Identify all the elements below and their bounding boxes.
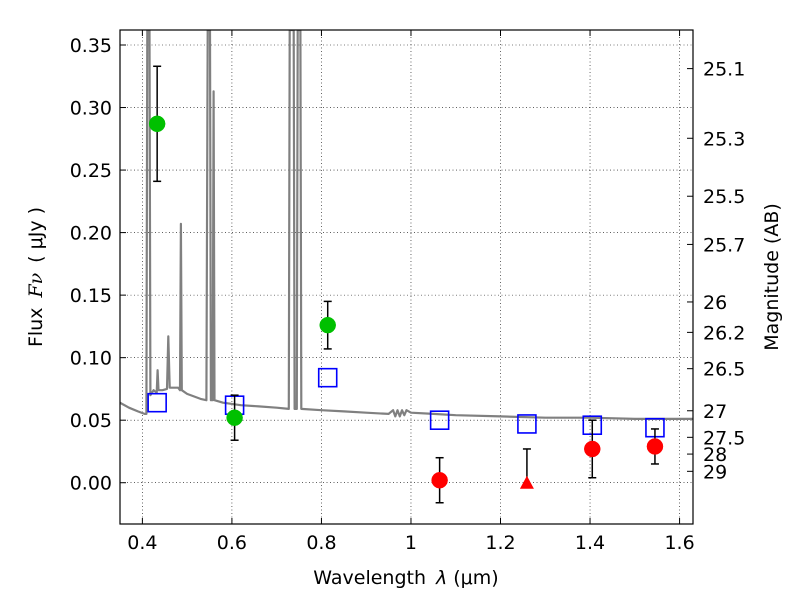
x-tick-label: 1 [405, 532, 417, 554]
spectrum-layer [120, 30, 693, 420]
x-axis-label-unit: (μm) [453, 567, 498, 589]
x-tick-label: 1.2 [485, 532, 515, 554]
magnitude-tick-label: 25.3 [703, 128, 745, 150]
magnitude-tick-label: 27 [703, 401, 727, 423]
data-circle-marker [584, 440, 601, 458]
magnitude-tick-label: 26 [703, 292, 727, 314]
magnitude-tick-label: 25.1 [703, 59, 745, 81]
data-circle-marker [431, 471, 448, 489]
x-tick-label: 0.6 [217, 532, 247, 554]
y-axis-label-text: Flux [25, 308, 47, 348]
plot-frame [119, 29, 694, 525]
y2-axis-label: Magnitude (AB) [761, 203, 783, 351]
y-axis-label: Flux Fν ( μJy ) [25, 207, 47, 347]
y-tick-label: 0.00 [70, 473, 112, 495]
magnitude-tick-label: 29 [703, 461, 727, 483]
tick-layer: 0.4 0.6 0.8 1 1.2 1.4 1.6 0.00 0.05 0.10 0.15 0.20 0… [70, 30, 745, 554]
spectrum-line [120, 30, 693, 420]
magnitude-tick-label: 26.2 [703, 322, 745, 344]
plot-background [120, 30, 693, 524]
magnitude-tick-label: 28 [703, 444, 727, 466]
y-tick-label: 0.35 [70, 35, 112, 57]
y-tick-label: 0.15 [70, 285, 112, 307]
x-tick-label: 0.8 [306, 532, 336, 554]
x-tick-label: 1.6 [664, 532, 694, 554]
y-tick-label: 0.05 [70, 410, 112, 432]
model-square-marker [147, 392, 167, 413]
y-axis-label-symbol: Fν [25, 272, 47, 298]
magnitude-tick-label: 25.7 [703, 234, 745, 256]
x-tick-label: 0.4 [127, 532, 157, 554]
x-axis-label: Wavelength λ (μm) [313, 567, 498, 589]
magnitude-tick-label: 27.5 [703, 427, 745, 449]
y-tick-label: 0.10 [70, 348, 112, 370]
model-square-marker [517, 414, 537, 434]
model-square-marker [429, 410, 450, 430]
data-circle-marker [148, 115, 166, 133]
y-tick-label: 0.20 [70, 223, 112, 245]
marker-layer [147, 65, 665, 504]
y-tick-label: 0.30 [70, 98, 112, 120]
data-circle-marker [319, 316, 336, 334]
grid-lines [120, 30, 693, 524]
y-axis-label-unit: ( μJy ) [25, 207, 47, 263]
x-axis-label-text: Wavelength [313, 567, 426, 589]
model-square-marker [317, 367, 338, 388]
y-tick-label: 0.25 [70, 160, 112, 182]
magnitude-tick-label: 26.5 [703, 359, 745, 381]
data-circle-marker [226, 409, 243, 426]
x-axis-label-symbol: λ [435, 567, 447, 589]
x-tick-label: 1.4 [575, 532, 605, 554]
magnitude-tick-label: 25.5 [703, 186, 745, 208]
upper-limit-triangle-marker [519, 475, 534, 489]
data-circle-marker [646, 438, 664, 455]
